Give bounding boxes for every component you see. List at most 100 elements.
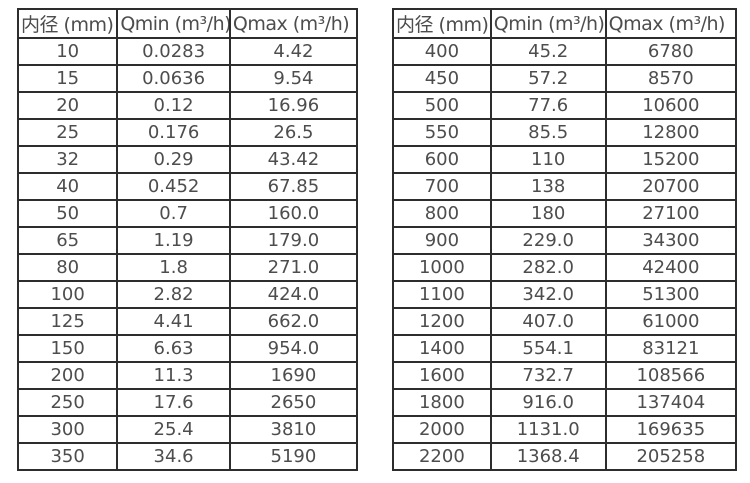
table-row: 1400 554.1 83121 bbox=[392, 334, 738, 363]
table-cell: 0.452 bbox=[116, 172, 231, 201]
table-row: 125 4.41 662.0 bbox=[16, 307, 359, 336]
table-cell: 6780 bbox=[604, 37, 738, 66]
table-cell: 407.0 bbox=[489, 307, 607, 336]
column-header: Qmin (m³/h) bbox=[489, 8, 607, 39]
table-cell: 916.0 bbox=[489, 388, 607, 417]
table-cell: 450 bbox=[392, 64, 492, 93]
table-row: 10 0.0283 4.42 bbox=[16, 37, 359, 66]
table-row: 250 17.6 2650 bbox=[16, 388, 359, 417]
table-row: 20 0.12 16.96 bbox=[16, 91, 359, 120]
table-row: 1200 407.0 61000 bbox=[392, 307, 738, 336]
table-cell: 205258 bbox=[604, 442, 738, 471]
table-cell: 61000 bbox=[604, 307, 738, 336]
table-cell: 3810 bbox=[228, 415, 359, 444]
table-cell: 32 bbox=[16, 145, 119, 174]
table-cell: 5190 bbox=[228, 442, 359, 471]
table-cell: 180 bbox=[489, 199, 607, 228]
table-row: 1100 342.0 51300 bbox=[392, 280, 738, 309]
table-row: 15 0.0636 9.54 bbox=[16, 64, 359, 93]
table-row: 100 2.82 424.0 bbox=[16, 280, 359, 309]
table-row: 32 0.29 43.42 bbox=[16, 145, 359, 174]
table-cell: 900 bbox=[392, 226, 492, 255]
table-cell: 138 bbox=[489, 172, 607, 201]
table-cell: 85.5 bbox=[489, 118, 607, 147]
table-cell: 700 bbox=[392, 172, 492, 201]
table-row: 600 110 15200 bbox=[392, 145, 738, 174]
table-row: 150 6.63 954.0 bbox=[16, 334, 359, 363]
table-cell: 1400 bbox=[392, 334, 492, 363]
flow-table-large-diameters: 内径 (mm) Qmin (m³/h) Qmax (m³/h) 400 45.2 678… bbox=[392, 8, 738, 471]
table-cell: 100 bbox=[16, 280, 119, 309]
table-cell: 179.0 bbox=[228, 226, 359, 255]
table-cell: 25.4 bbox=[116, 415, 231, 444]
table-cell: 1131.0 bbox=[489, 415, 607, 444]
table-cell: 43.42 bbox=[228, 145, 359, 174]
table-cell: 77.6 bbox=[489, 91, 607, 120]
table-cell: 125 bbox=[16, 307, 119, 336]
table-cell: 25 bbox=[16, 118, 119, 147]
column-header: Qmax (m³/h) bbox=[228, 8, 359, 39]
table-cell: 1200 bbox=[392, 307, 492, 336]
table-cell: 40 bbox=[16, 172, 119, 201]
column-header: 内径 (mm) bbox=[392, 8, 492, 39]
table-cell: 10 bbox=[16, 37, 119, 66]
table-cell: 400 bbox=[392, 37, 492, 66]
header-row: 内径 (mm) Qmin (m³/h) Qmax (m³/h) bbox=[16, 8, 359, 39]
table-row: 2000 1131.0 169635 bbox=[392, 415, 738, 444]
table-row: 500 77.6 10600 bbox=[392, 91, 738, 120]
table-cell: 169635 bbox=[604, 415, 738, 444]
table-cell: 550 bbox=[392, 118, 492, 147]
table-cell: 10600 bbox=[604, 91, 738, 120]
table-row: 400 45.2 6780 bbox=[392, 37, 738, 66]
table-row: 300 25.4 3810 bbox=[16, 415, 359, 444]
table-row: 1000 282.0 42400 bbox=[392, 253, 738, 282]
table-cell: 50 bbox=[16, 199, 119, 228]
table-cell: 11.3 bbox=[116, 361, 231, 390]
table-row: 80 1.8 271.0 bbox=[16, 253, 359, 282]
table-row: 350 34.6 5190 bbox=[16, 442, 359, 471]
table-row: 800 180 27100 bbox=[392, 199, 738, 228]
column-header: 内径 (mm) bbox=[16, 8, 119, 39]
table-cell: 0.176 bbox=[116, 118, 231, 147]
table-cell: 80 bbox=[16, 253, 119, 282]
table-cell: 150 bbox=[16, 334, 119, 363]
table-cell: 83121 bbox=[604, 334, 738, 363]
table-cell: 1368.4 bbox=[489, 442, 607, 471]
table-cell: 1.8 bbox=[116, 253, 231, 282]
table-row: 550 85.5 12800 bbox=[392, 118, 738, 147]
table-cell: 42400 bbox=[604, 253, 738, 282]
table-cell: 250 bbox=[16, 388, 119, 417]
table-cell: 27100 bbox=[604, 199, 738, 228]
table-cell: 16.96 bbox=[228, 91, 359, 120]
table-row: 700 138 20700 bbox=[392, 172, 738, 201]
table-cell: 67.85 bbox=[228, 172, 359, 201]
table-cell: 229.0 bbox=[489, 226, 607, 255]
table-cell: 800 bbox=[392, 199, 492, 228]
table-cell: 65 bbox=[16, 226, 119, 255]
table-cell: 17.6 bbox=[116, 388, 231, 417]
table-cell: 9.54 bbox=[228, 64, 359, 93]
table-cell: 1100 bbox=[392, 280, 492, 309]
table-cell: 1800 bbox=[392, 388, 492, 417]
table-cell: 1690 bbox=[228, 361, 359, 390]
table-row: 1600 732.7 108566 bbox=[392, 361, 738, 390]
table-cell: 160.0 bbox=[228, 199, 359, 228]
table-row: 50 0.7 160.0 bbox=[16, 199, 359, 228]
table-cell: 45.2 bbox=[489, 37, 607, 66]
table-cell: 662.0 bbox=[228, 307, 359, 336]
table-cell: 424.0 bbox=[228, 280, 359, 309]
table-cell: 342.0 bbox=[489, 280, 607, 309]
table-cell: 282.0 bbox=[489, 253, 607, 282]
table-cell: 600 bbox=[392, 145, 492, 174]
header-row: 内径 (mm) Qmin (m³/h) Qmax (m³/h) bbox=[392, 8, 738, 39]
table-cell: 1600 bbox=[392, 361, 492, 390]
table-cell: 2650 bbox=[228, 388, 359, 417]
flow-table-small-diameters: 内径 (mm) Qmin (m³/h) Qmax (m³/h) 10 0.0283 4.… bbox=[16, 8, 359, 471]
table-cell: 15200 bbox=[604, 145, 738, 174]
table-row: 900 229.0 34300 bbox=[392, 226, 738, 255]
table-row: 40 0.452 67.85 bbox=[16, 172, 359, 201]
table-cell: 15 bbox=[16, 64, 119, 93]
table-cell: 954.0 bbox=[228, 334, 359, 363]
table-cell: 0.29 bbox=[116, 145, 231, 174]
